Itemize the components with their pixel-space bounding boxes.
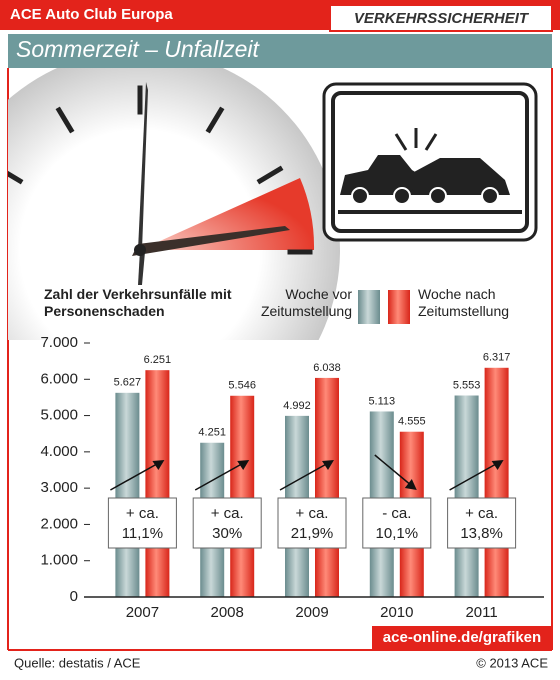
value-label: 6.038 bbox=[313, 362, 341, 374]
annotation: 13,8% bbox=[460, 525, 503, 542]
bar bbox=[230, 395, 255, 597]
annotation: 30% bbox=[212, 525, 242, 542]
annotation: 21,9% bbox=[291, 525, 334, 542]
bar bbox=[115, 392, 140, 597]
y-tick-label: 1.000 bbox=[40, 552, 78, 569]
bar bbox=[315, 377, 339, 597]
subtitle-box: Zahl der Verkehrsunfälle mit Personensch… bbox=[44, 286, 232, 319]
x-tick-label: 2007 bbox=[126, 604, 159, 621]
footer-url: ace-online.de/grafiken bbox=[383, 629, 541, 646]
annotation-box bbox=[447, 497, 517, 549]
clock-illustration bbox=[8, 68, 340, 340]
arrow bbox=[194, 461, 246, 491]
section: VERKEHRSSICHERHEIT bbox=[354, 10, 530, 27]
traffic-sign bbox=[322, 82, 538, 242]
arrow-head bbox=[152, 460, 165, 470]
y-tick-label: 0 bbox=[70, 588, 78, 605]
value-label: 4.555 bbox=[398, 416, 426, 428]
legend-box: Woche vor Zeitumstellung bbox=[260, 286, 352, 319]
subtitle: Zahl der Verkehrsunfälle mit Personensch… bbox=[44, 286, 232, 319]
x-tick-label: 2010 bbox=[380, 604, 413, 621]
y-tick-label: 6.000 bbox=[40, 370, 78, 387]
brand: ACE Auto Club Europa bbox=[10, 6, 173, 23]
y-tick-label: 2.000 bbox=[40, 515, 78, 532]
value-label: 5.553 bbox=[453, 379, 481, 391]
x-tick-label: 2009 bbox=[295, 604, 328, 621]
value-label: 6.317 bbox=[483, 352, 511, 364]
annotation: 11,1% bbox=[122, 525, 163, 542]
arrow bbox=[374, 454, 412, 486]
arrow-head bbox=[491, 460, 504, 470]
y-tick-label: 7.000 bbox=[40, 334, 78, 351]
arrow-head bbox=[322, 460, 334, 470]
arrow bbox=[110, 461, 161, 491]
bar bbox=[145, 370, 170, 597]
value-label: 5.546 bbox=[228, 380, 256, 392]
bar bbox=[484, 367, 509, 597]
clock-hand bbox=[132, 226, 290, 256]
url-box bbox=[372, 626, 552, 650]
clock-hand bbox=[138, 250, 145, 285]
annotation-box bbox=[107, 497, 177, 549]
value-label: 5.627 bbox=[114, 377, 142, 389]
clock-center bbox=[134, 244, 146, 256]
bar bbox=[454, 395, 479, 597]
legend-swatch bbox=[388, 290, 410, 324]
arrow-head bbox=[237, 460, 250, 470]
section-box bbox=[329, 4, 553, 32]
annotation: 10,1% bbox=[376, 525, 419, 542]
legend-swatch bbox=[358, 290, 380, 324]
annotation: + ca. bbox=[211, 505, 244, 522]
y-tick-label: 5.000 bbox=[40, 407, 78, 424]
arrow bbox=[279, 461, 331, 491]
x-tick-label: 2011 bbox=[465, 604, 497, 621]
clock-hand bbox=[138, 82, 148, 250]
value-label: 6.251 bbox=[144, 354, 172, 366]
annotation: + ca. bbox=[465, 505, 498, 522]
annotation-box bbox=[362, 497, 432, 549]
clock-ticks bbox=[8, 85, 313, 255]
footer-source: Quelle: destatis / ACE bbox=[14, 655, 141, 670]
annotation-box bbox=[192, 497, 262, 549]
chart-title: Sommerzeit – Unfallzeit bbox=[16, 36, 260, 62]
value-label: 4.251 bbox=[198, 427, 226, 439]
legend-label: Woche nach Zeitumstellung bbox=[418, 286, 510, 319]
arrow bbox=[449, 461, 500, 491]
y-tick-label: 4.000 bbox=[40, 443, 78, 460]
annotation: + ca. bbox=[296, 505, 329, 522]
arrow-head bbox=[404, 479, 417, 490]
annotation: - ca. bbox=[382, 505, 411, 522]
value-label: 5.113 bbox=[368, 395, 395, 407]
annotation: + ca. bbox=[126, 505, 159, 522]
annotation-box bbox=[277, 497, 347, 549]
x-tick-label: 2008 bbox=[211, 604, 244, 621]
clock-face bbox=[8, 68, 340, 340]
legend-label: Woche vor Zeitumstellung bbox=[260, 286, 352, 319]
value-label: 4.992 bbox=[283, 400, 311, 412]
footer-copyright: © 2013 ACE bbox=[476, 655, 548, 670]
legend-box: Woche nach Zeitumstellung bbox=[418, 286, 510, 319]
y-tick-label: 3.000 bbox=[40, 479, 78, 496]
title-bar bbox=[8, 34, 552, 68]
